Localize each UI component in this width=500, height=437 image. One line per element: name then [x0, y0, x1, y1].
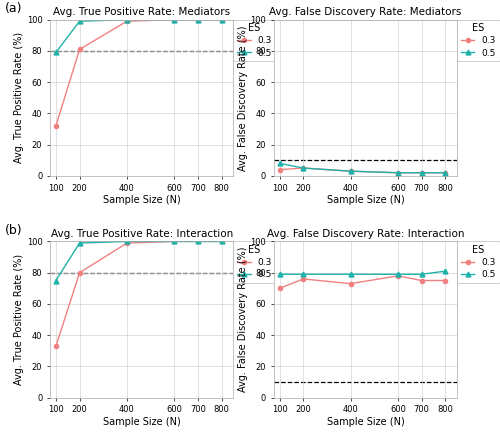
0.3	[300, 276, 306, 281]
0.5	[195, 239, 201, 244]
Y-axis label: Avg. False Discovery Rate (%): Avg. False Discovery Rate (%)	[238, 247, 248, 392]
0.5	[442, 268, 448, 274]
0.5	[76, 19, 82, 24]
0.5	[348, 272, 354, 277]
0.5	[218, 17, 224, 22]
0.3	[53, 343, 59, 349]
0.3	[276, 167, 282, 172]
Text: (a): (a)	[5, 2, 22, 15]
Legend: 0.3, 0.5: 0.3, 0.5	[234, 20, 276, 61]
0.3	[442, 278, 448, 283]
0.5	[53, 50, 59, 55]
Line: 0.3: 0.3	[54, 239, 224, 348]
X-axis label: Sample Size (N): Sample Size (N)	[103, 417, 180, 427]
0.5	[124, 17, 130, 22]
0.3	[418, 170, 424, 175]
Line: 0.5: 0.5	[277, 161, 448, 175]
0.5	[53, 278, 59, 283]
Legend: 0.3, 0.5: 0.3, 0.5	[234, 242, 276, 283]
Line: 0.5: 0.5	[54, 239, 224, 283]
0.3	[124, 240, 130, 246]
0.3	[418, 278, 424, 283]
0.5	[348, 169, 354, 174]
Legend: 0.3, 0.5: 0.3, 0.5	[457, 20, 500, 61]
0.5	[395, 170, 401, 175]
0.3	[171, 239, 177, 244]
0.3	[218, 17, 224, 22]
0.5	[124, 239, 130, 244]
Y-axis label: Avg. True Positive Rate (%): Avg. True Positive Rate (%)	[14, 254, 24, 385]
0.3	[276, 286, 282, 291]
0.3	[348, 281, 354, 286]
0.3	[76, 47, 82, 52]
0.3	[442, 170, 448, 175]
0.5	[418, 272, 424, 277]
X-axis label: Sample Size (N): Sample Size (N)	[326, 195, 404, 205]
0.3	[53, 123, 59, 128]
0.3	[395, 273, 401, 278]
0.5	[276, 272, 282, 277]
Line: 0.3: 0.3	[278, 274, 448, 291]
0.3	[76, 270, 82, 275]
0.3	[124, 19, 130, 24]
0.5	[300, 272, 306, 277]
0.5	[218, 239, 224, 244]
0.5	[76, 240, 82, 246]
Line: 0.3: 0.3	[278, 166, 448, 175]
0.5	[300, 166, 306, 171]
0.3	[348, 169, 354, 174]
0.5	[418, 170, 424, 175]
0.5	[395, 272, 401, 277]
0.3	[171, 17, 177, 22]
Line: 0.5: 0.5	[277, 269, 448, 277]
0.5	[171, 17, 177, 22]
0.5	[276, 161, 282, 166]
Y-axis label: Avg. True Positive Rate (%): Avg. True Positive Rate (%)	[14, 32, 24, 163]
Y-axis label: Avg. False Discovery Rate (%): Avg. False Discovery Rate (%)	[238, 25, 248, 170]
0.3	[300, 166, 306, 171]
Text: (b): (b)	[5, 224, 22, 237]
Line: 0.5: 0.5	[54, 17, 224, 55]
Title: Avg. False Discovery Rate: Interaction: Avg. False Discovery Rate: Interaction	[266, 229, 464, 239]
0.3	[195, 239, 201, 244]
Title: Avg. True Positive Rate: Interaction: Avg. True Positive Rate: Interaction	[50, 229, 233, 239]
Title: Avg. False Discovery Rate: Mediators: Avg. False Discovery Rate: Mediators	[270, 7, 462, 17]
0.5	[171, 239, 177, 244]
0.3	[218, 239, 224, 244]
Title: Avg. True Positive Rate: Mediators: Avg. True Positive Rate: Mediators	[53, 7, 231, 17]
0.3	[395, 170, 401, 175]
Line: 0.3: 0.3	[54, 17, 224, 128]
0.5	[195, 17, 201, 22]
0.5	[442, 170, 448, 175]
0.3	[195, 17, 201, 22]
X-axis label: Sample Size (N): Sample Size (N)	[326, 417, 404, 427]
X-axis label: Sample Size (N): Sample Size (N)	[103, 195, 180, 205]
Legend: 0.3, 0.5: 0.3, 0.5	[457, 242, 500, 283]
